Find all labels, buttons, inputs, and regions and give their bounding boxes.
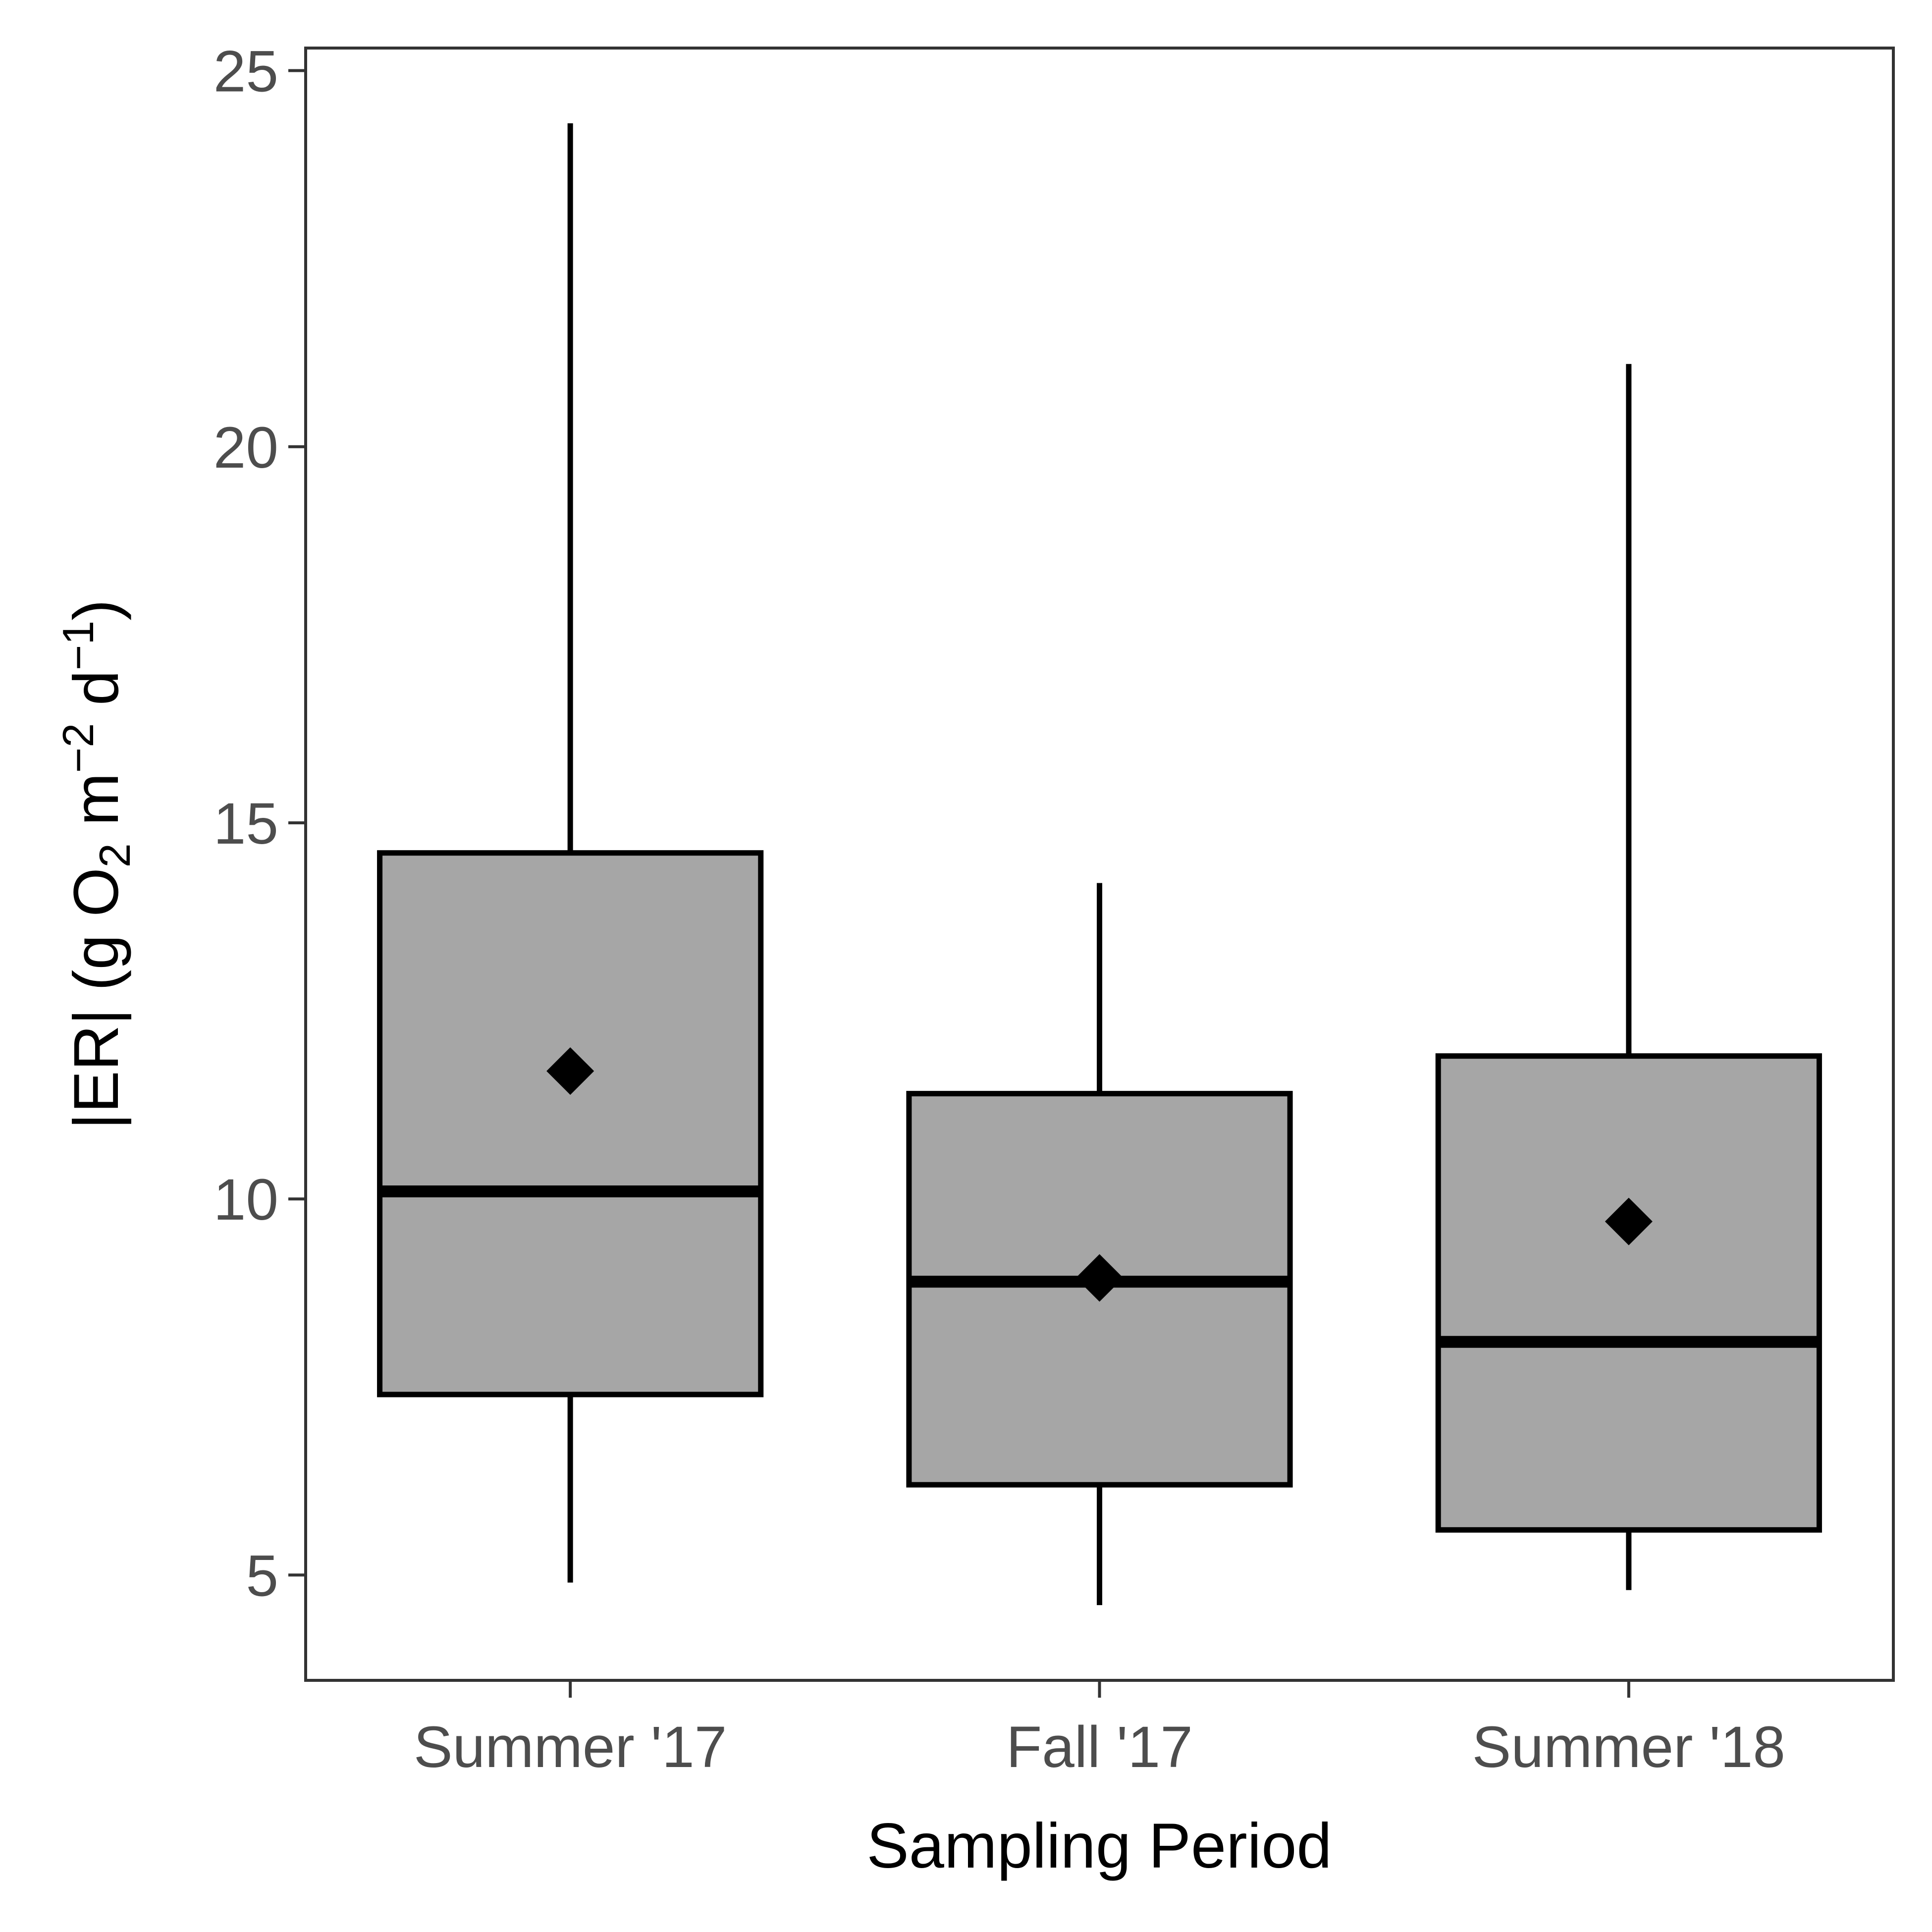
- y-axis-title-d-unit: d: [61, 670, 132, 723]
- y-tick-label: 10: [214, 1167, 278, 1233]
- x-tick-label: Summer '18: [1472, 1715, 1785, 1780]
- mean-marker: [1075, 1254, 1124, 1302]
- y-axis-title-m-superscript: −2: [54, 723, 103, 773]
- boxes: [377, 123, 1822, 1606]
- y-tick-label: 15: [214, 791, 278, 857]
- y-axis-title-close-paren: ): [61, 599, 132, 621]
- x-tick-label: Fall '17: [1006, 1715, 1193, 1780]
- x-tick-label: Summer '17: [414, 1715, 727, 1780]
- y-tick-label: 25: [214, 39, 278, 105]
- y-tick-label: 5: [246, 1543, 278, 1609]
- y-axis-title-d-superscript: −1: [54, 621, 103, 670]
- y-axis-title: |ER| (g O2 m−2 d−1): [54, 599, 139, 1129]
- mean-marker: [546, 1047, 594, 1095]
- box-group: [377, 123, 764, 1583]
- y-tick-label: 20: [214, 415, 278, 481]
- x-axis-title: Sampling Period: [866, 1811, 1332, 1881]
- y-axis-title-o2-subscript: 2: [90, 843, 139, 867]
- x-axis: Summer '17 Fall '17 Summer '18: [414, 1680, 1785, 1780]
- box-iqr: [377, 850, 764, 1397]
- box-group: [1435, 364, 1822, 1590]
- mean-marker: [1605, 1197, 1653, 1245]
- box-iqr: [1435, 1053, 1822, 1533]
- y-axis-title-main: |ER| (g O: [61, 867, 132, 1129]
- y-axis-title-m-unit: m: [61, 773, 132, 843]
- box-group: [906, 883, 1293, 1606]
- y-axis: 5 10 15 20 25: [214, 39, 306, 1609]
